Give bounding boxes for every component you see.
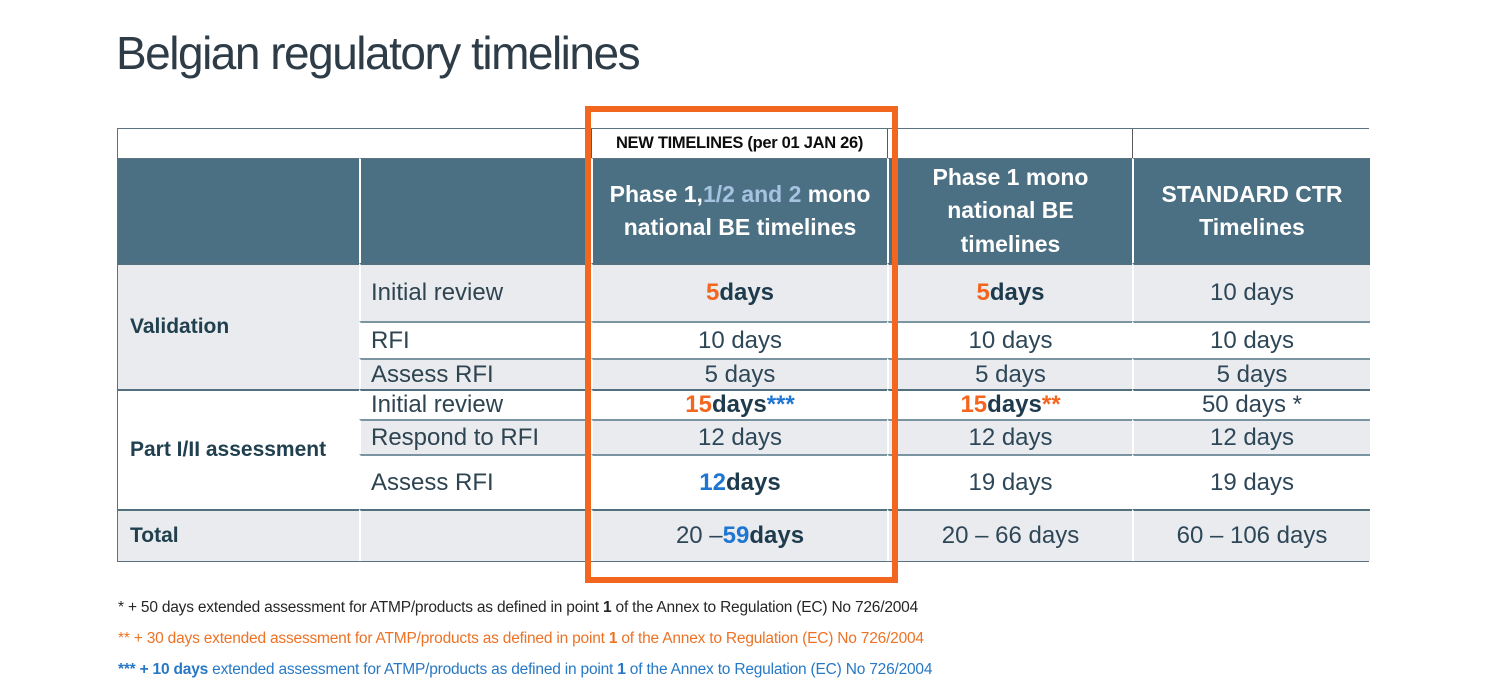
text-segment: Phase 1, (609, 180, 703, 207)
new-timelines-banner: NEW TIMELINES (per 01 JAN 26) (615, 134, 864, 152)
text-segment: 10 days (1209, 279, 1295, 306)
text-segment: of the Annex to Regulation (EC) No 726/2… (625, 661, 933, 678)
text-segment: 59 (722, 522, 750, 549)
text-segment: days (989, 279, 1045, 306)
text-segment: days (749, 522, 805, 549)
cell-phase1-mono: 19 days (887, 454, 1132, 509)
step-label: Initial review (359, 263, 591, 321)
text-segment: *** + 10 days (118, 661, 209, 678)
cell-new-timelines: 12 days (591, 454, 887, 509)
banner-cell-empty-mid (887, 129, 1132, 158)
text-segment: 5 days (1216, 360, 1288, 388)
text-segment: 5 (976, 279, 990, 306)
text-segment: 20 – (675, 522, 723, 549)
cell-phase1-mono: 10 days (887, 321, 1132, 358)
footnote-standard-ctr: * + 50 days extended assessment for ATMP… (118, 599, 932, 617)
header-phase1-mono-column: Phase 1 mono national BE timelines (887, 158, 1132, 263)
header-standard-ctr-text: STANDARD CTR Timelines (1161, 180, 1343, 240)
text-segment: ** + 30 days extended assessment for ATM… (118, 630, 609, 647)
text-segment: 12 days (1209, 423, 1295, 451)
text-segment: *** (766, 391, 795, 418)
footnote-phase1-mono: ** + 30 days extended assessment for ATM… (118, 630, 932, 648)
cell-phase1-mono: 5 days (887, 358, 1132, 389)
cell-phase1-mono: 15 days ** (887, 389, 1132, 419)
text-segment: 19 days (968, 468, 1053, 496)
text-segment: 12 days (697, 423, 783, 451)
footnote-new-timelines: *** + 10 days extended assessment for AT… (118, 661, 932, 679)
total-empty-cell (359, 509, 591, 561)
text-segment: 5 (705, 279, 720, 306)
text-segment: 50 days * (1201, 391, 1303, 418)
text-segment: 5 days (975, 360, 1046, 388)
cell-standard-ctr: 12 days (1132, 419, 1370, 454)
header-new-timelines-text: Phase 1,1/2 and 2 mono national BE timel… (599, 178, 881, 245)
cell-new-timelines: 5 days (591, 358, 887, 389)
cell-new-timelines: 10 days (591, 321, 887, 358)
header-phase1-mono-text: Phase 1 mono national BE timelines (932, 163, 1089, 257)
text-segment: * + 50 days extended assessment for ATMP… (118, 599, 604, 616)
header-cell-empty-group (118, 158, 359, 263)
text-segment: days (711, 391, 767, 418)
text-segment: 1 (603, 599, 612, 616)
text-segment: 15 (685, 391, 712, 418)
footnotes: * + 50 days extended assessment for ATMP… (118, 599, 932, 679)
text-segment: 15 (960, 391, 988, 418)
header-new-timelines-column: Phase 1,1/2 and 2 mono national BE timel… (591, 158, 887, 263)
banner-cell-empty-left (118, 129, 591, 158)
text-segment: 10 days (968, 326, 1053, 354)
text-segment: extended assessment for ATMP/products as… (208, 661, 618, 678)
total-standard-ctr: 60 – 106 days (1132, 509, 1370, 561)
cell-new-timelines: 5 days (591, 263, 887, 321)
banner-cell-new-timelines: NEW TIMELINES (per 01 JAN 26) (591, 129, 887, 158)
cell-standard-ctr: 10 days (1132, 321, 1370, 358)
regulatory-timelines-table: NEW TIMELINES (per 01 JAN 26) Phase 1,1/… (117, 128, 1370, 562)
text-segment: 10 days (697, 326, 783, 354)
cell-new-timelines: 12 days (591, 419, 887, 454)
cell-standard-ctr: 10 days (1132, 263, 1370, 321)
header-cell-empty-step (359, 158, 591, 263)
group-label-part-assessment: Part I/II assessment (118, 389, 359, 509)
step-label: Assess RFI (359, 358, 591, 389)
cell-phase1-mono: 12 days (887, 419, 1132, 454)
text-segment: mono national BE timelines (623, 180, 871, 240)
cell-standard-ctr: 50 days * (1132, 389, 1370, 419)
text-segment: 12 (699, 468, 726, 496)
text-segment: 60 – 106 days (1176, 522, 1328, 549)
text-segment: 20 – 66 days (941, 522, 1080, 549)
banner-cell-empty-right (1132, 129, 1370, 158)
text-segment: 19 days (1209, 468, 1295, 496)
total-label: Total (118, 509, 359, 561)
text-segment: days (726, 468, 781, 496)
text-segment: 10 days (1209, 326, 1295, 354)
text-segment: of the Annex to Regulation (EC) No 726/2… (611, 599, 919, 616)
text-segment: 5 days (704, 360, 776, 388)
cell-standard-ctr: 5 days (1132, 358, 1370, 389)
text-segment: 1 (608, 630, 618, 647)
cell-phase1-mono: 5 days (887, 263, 1132, 321)
step-label: Respond to RFI (359, 419, 591, 454)
cell-new-timelines: 15 days *** (591, 389, 887, 419)
text-segment: 12 days (968, 423, 1053, 451)
text-segment: of the Annex to Regulation (EC) No 726/2… (617, 630, 924, 647)
header-standard-ctr-column: STANDARD CTR Timelines (1132, 158, 1370, 263)
cell-standard-ctr: 19 days (1132, 454, 1370, 509)
text-segment: days (719, 279, 775, 306)
text-segment: 1/2 and 2 (702, 180, 802, 207)
total-new-timelines: 20 – 59 days (591, 509, 887, 561)
step-label: Initial review (359, 389, 591, 419)
page-title: Belgian regulatory timelines (116, 27, 641, 79)
group-label-validation: Validation (118, 263, 359, 389)
text-segment: 1 (617, 661, 626, 678)
step-label: RFI (359, 321, 591, 358)
text-segment: ** (1041, 391, 1061, 418)
step-label: Assess RFI (359, 454, 591, 509)
text-segment: days (987, 391, 1042, 418)
total-phase1-mono: 20 – 66 days (887, 509, 1132, 561)
